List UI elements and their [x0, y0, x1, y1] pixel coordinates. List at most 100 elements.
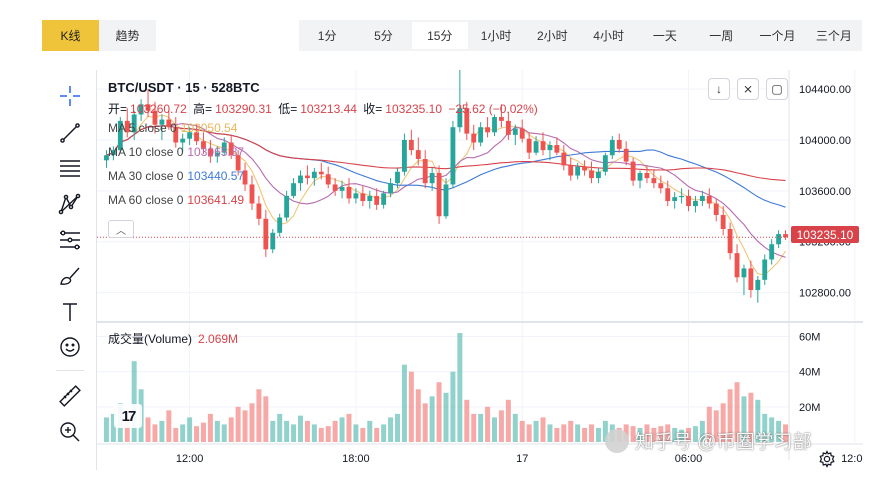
- ma10-legend[interactable]: MA 10 close 0 103065.87: [108, 140, 541, 164]
- open-label: 开=: [108, 102, 128, 116]
- interval-1w[interactable]: 一周: [709, 29, 734, 43]
- close-value: 103235.10: [385, 102, 443, 116]
- candle-body: [436, 173, 442, 217]
- candle-body: [221, 142, 227, 153]
- volume-bar: [381, 424, 387, 442]
- zoom-in-icon[interactable]: [54, 416, 86, 448]
- candle-body: [429, 173, 435, 184]
- interval-5m[interactable]: 5分: [374, 29, 393, 43]
- fullscreen-icon[interactable]: ▢: [766, 78, 788, 100]
- interval-1h[interactable]: 1小时: [480, 29, 512, 43]
- volume-bar: [561, 424, 567, 442]
- candle-body: [568, 165, 574, 176]
- tab-kline[interactable]: K线: [42, 20, 99, 51]
- candle-body: [457, 108, 463, 128]
- candle-body: [117, 120, 123, 151]
- ma60-legend[interactable]: MA 60 close 0 103641.49: [108, 188, 541, 212]
- interval-4h[interactable]: 4小时: [593, 29, 624, 43]
- volume-bar: [173, 427, 179, 442]
- ma30-legend[interactable]: MA 30 close 0 103440.57: [108, 164, 541, 188]
- ruler-icon[interactable]: [54, 380, 86, 412]
- candle-body: [609, 139, 615, 156]
- settings-gear-icon[interactable]: [818, 450, 836, 468]
- volume-bar: [706, 406, 712, 442]
- download-icon[interactable]: ↓: [708, 78, 730, 100]
- candle-body: [263, 218, 269, 250]
- interval-selector: 1分 5分 15分 1小时 2小时 4小时 一天 一周 一个月 三个月: [299, 20, 862, 51]
- interval-2h[interactable]: 2小时: [536, 29, 568, 43]
- interval-1d[interactable]: 一天: [652, 29, 677, 43]
- candle-body: [512, 128, 518, 135]
- toolbar-border: [96, 70, 97, 470]
- volume-bar: [540, 417, 546, 442]
- candle-body: [547, 145, 553, 151]
- volume-bar: [395, 413, 400, 442]
- interval-1m[interactable]: 1分: [317, 29, 337, 43]
- candle-body: [672, 197, 678, 201]
- ma5-name: MA 5 close 0: [108, 121, 177, 135]
- horizontal-lines-icon[interactable]: [54, 152, 86, 184]
- ma5-legend[interactable]: MA 5 close 0 103050.54: [108, 116, 541, 140]
- candle-body: [214, 152, 220, 157]
- candle-body: [367, 195, 373, 201]
- volume-bar: [568, 420, 574, 442]
- candlestick-chart[interactable]: 102800.00103200.00103600.00104000.001044…: [97, 70, 863, 470]
- volume-bar: [464, 399, 470, 442]
- pattern-icon[interactable]: [54, 188, 86, 220]
- watermark-text: 知乎号 @币圈学习部: [635, 432, 812, 453]
- candle-body: [180, 138, 186, 143]
- volume-bar: [159, 420, 165, 442]
- text-icon[interactable]: [54, 296, 86, 328]
- candle-body: [575, 166, 581, 176]
- emoji-icon[interactable]: [54, 331, 86, 363]
- volume-bar: [547, 424, 553, 442]
- price-tick-label: 104000.00: [799, 135, 851, 147]
- time-tick-label: 17: [516, 453, 528, 465]
- legend-collapse-button[interactable]: ︿: [108, 220, 134, 238]
- candle-body: [478, 127, 484, 143]
- chart-buttons: ↓ ⨯ ▢: [708, 78, 788, 100]
- candle-body: [485, 127, 491, 133]
- tab-trend[interactable]: 趋势: [99, 20, 156, 51]
- volume-bar: [665, 424, 671, 442]
- candle-body: [145, 104, 151, 111]
- fib-levels-icon[interactable]: [54, 224, 86, 256]
- volume-bar: [131, 361, 137, 442]
- toolbar-divider: [56, 370, 84, 371]
- volume-bar: [692, 426, 698, 442]
- volume-bar: [401, 364, 407, 442]
- candle-body: [374, 195, 380, 205]
- volume-bar: [166, 410, 172, 442]
- volume-bar: [686, 427, 692, 442]
- volume-bar: [762, 413, 768, 442]
- volume-bar: [152, 424, 158, 442]
- candle-body: [152, 110, 158, 125]
- volume-bar: [637, 427, 643, 442]
- interval-3mo[interactable]: 三个月: [815, 29, 852, 43]
- candle-body: [235, 155, 241, 171]
- trend-line-icon[interactable]: [54, 117, 86, 149]
- volume-bar: [783, 424, 789, 442]
- volume-bar: [318, 427, 324, 442]
- volume-bar: [505, 399, 511, 442]
- volume-bar: [720, 403, 726, 442]
- crosshair-icon[interactable]: [54, 80, 86, 112]
- volume-bar: [589, 424, 595, 442]
- chart-area[interactable]: 102800.00103200.00103600.00104000.001044…: [97, 70, 863, 470]
- low-label: 低=: [278, 102, 298, 116]
- candle-body: [533, 141, 539, 153]
- interval-1mo[interactable]: 一个月: [759, 29, 796, 43]
- high-value: 103290.31: [215, 102, 272, 116]
- candle-body: [699, 195, 705, 201]
- volume-tick-label: 20M: [799, 402, 820, 414]
- volume-bar: [422, 403, 428, 442]
- candle-body: [755, 279, 761, 291]
- brush-icon[interactable]: [54, 260, 86, 292]
- ma5-value: 103050.54: [180, 121, 238, 135]
- candle-body: [110, 150, 116, 156]
- ma10-value: 103065.87: [187, 145, 245, 159]
- compare-icon[interactable]: ⨯: [737, 78, 759, 100]
- candle-body: [381, 193, 387, 205]
- volume-bar: [277, 413, 283, 442]
- interval-15m[interactable]: 15分: [411, 22, 468, 49]
